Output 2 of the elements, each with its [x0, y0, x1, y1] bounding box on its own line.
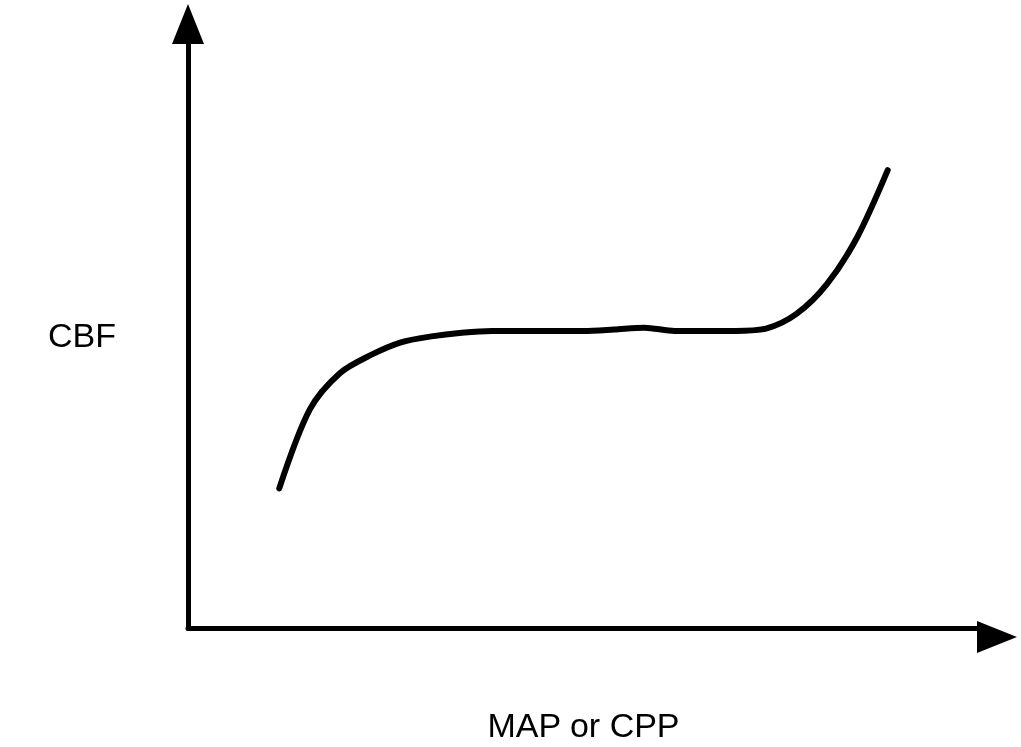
y-axis-title: CBF	[48, 316, 116, 354]
x-axis-title: MAP or CPP	[487, 706, 680, 744]
